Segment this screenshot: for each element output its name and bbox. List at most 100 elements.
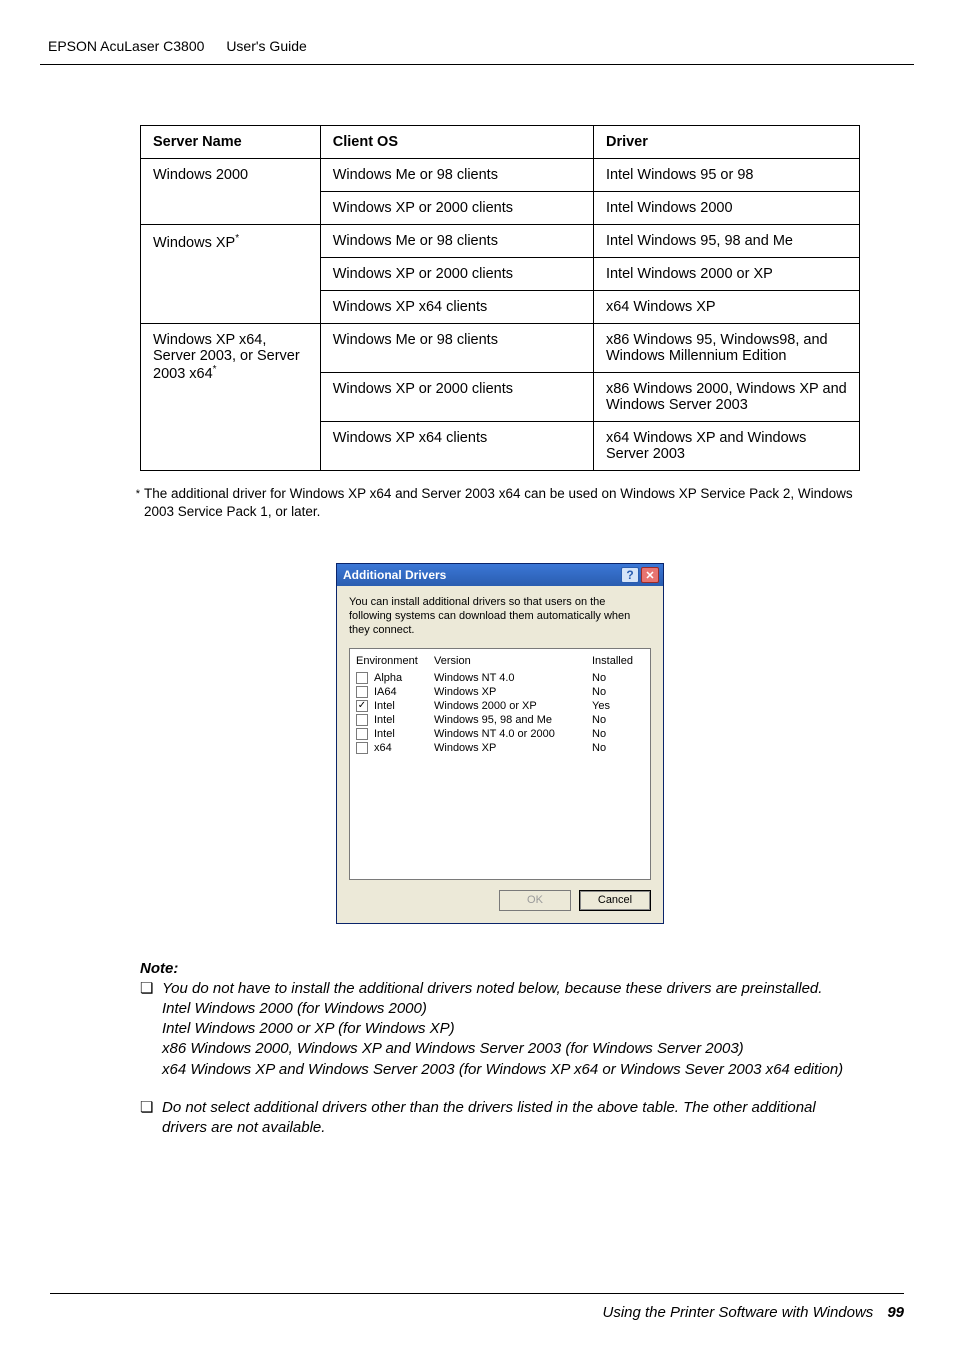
note-item: ❏Do not select additional drivers other … — [140, 1098, 860, 1139]
cell-version: Windows XP — [434, 742, 592, 754]
checkbox-icon[interactable] — [356, 686, 368, 698]
cell-client: Windows Me or 98 clients — [320, 159, 593, 192]
cell-installed: No — [592, 742, 644, 754]
page-number: 99 — [887, 1304, 904, 1321]
cell-version: Windows 95, 98 and Me — [434, 714, 592, 726]
cell-installed: No — [592, 714, 644, 726]
col-environment: Environment — [356, 655, 434, 667]
footer-row: Using the Printer Software with Windows … — [50, 1304, 904, 1321]
col-version: Version — [434, 655, 592, 667]
note-text: You do not have to install the additiona… — [162, 979, 860, 1080]
table-row: Windows XP* Windows Me or 98 clients Int… — [141, 225, 860, 258]
cell-driver: x64 Windows XP and Windows Server 2003 — [593, 422, 859, 471]
cell-client: Windows XP or 2000 clients — [320, 258, 593, 291]
note-text: Do not select additional drivers other t… — [162, 1098, 860, 1139]
cell-installed: No — [592, 728, 644, 740]
cell-environment: Intel — [374, 714, 434, 726]
cell-client: Windows XP or 2000 clients — [320, 373, 593, 422]
list-empty-space — [356, 755, 644, 873]
bullet-icon: ❏ — [140, 1098, 162, 1139]
content-area: Server Name Client OS Driver Windows 200… — [140, 125, 860, 1138]
page-header: EPSON AcuLaser C3800 User's Guide — [48, 38, 914, 54]
cell-version: Windows NT 4.0 or 2000 — [434, 728, 592, 740]
footer-section-title: Using the Printer Software with Windows — [603, 1304, 874, 1321]
list-rows: AlphaWindows NT 4.0NoIA64Windows XPNoInt… — [356, 671, 644, 755]
dialog-body: You can install additional drivers so th… — [337, 586, 663, 922]
list-item[interactable]: IntelWindows 2000 or XPYes — [356, 699, 644, 713]
ok-button[interactable]: OK — [499, 890, 571, 911]
page-footer: Using the Printer Software with Windows … — [0, 1293, 954, 1321]
cell-installed: Yes — [592, 700, 644, 712]
cell-driver: x86 Windows 95, Windows98, and Windows M… — [593, 324, 859, 373]
th-client-os: Client OS — [320, 126, 593, 159]
footer-rule — [50, 1293, 904, 1294]
cell-server: Windows XP x64, Server 2003, or Server 2… — [141, 324, 321, 471]
th-server-name: Server Name — [141, 126, 321, 159]
cell-client: Windows Me or 98 clients — [320, 324, 593, 373]
cell-driver: Intel Windows 2000 or XP — [593, 258, 859, 291]
note-item: ❏You do not have to install the addition… — [140, 979, 860, 1080]
dialog-title-text: Additional Drivers — [343, 568, 446, 582]
checkbox-icon[interactable] — [356, 714, 368, 726]
cell-client: Windows Me or 98 clients — [320, 225, 593, 258]
cell-client: Windows XP or 2000 clients — [320, 192, 593, 225]
list-item[interactable]: IntelWindows 95, 98 and MeNo — [356, 713, 644, 727]
header-rule — [40, 64, 914, 65]
dialog-buttons: OK Cancel — [349, 890, 651, 911]
cell-driver: Intel Windows 2000 — [593, 192, 859, 225]
list-header: Environment Version Installed — [356, 653, 644, 671]
table-footnote: * The additional driver for Windows XP x… — [140, 485, 860, 521]
cell-driver: Intel Windows 95 or 98 — [593, 159, 859, 192]
cell-environment: Alpha — [374, 672, 434, 684]
cell-client: Windows XP x64 clients — [320, 291, 593, 324]
cancel-button[interactable]: Cancel — [579, 890, 651, 911]
cell-environment: Intel — [374, 700, 434, 712]
dialog-figure: Additional Drivers ? ✕ You can install a… — [140, 563, 860, 923]
driver-listbox: Environment Version Installed AlphaWindo… — [349, 648, 651, 880]
table-row: Windows 2000 Windows Me or 98 clients In… — [141, 159, 860, 192]
cell-environment: Intel — [374, 728, 434, 740]
footnote-star-icon: * — [213, 364, 217, 375]
cell-driver: x64 Windows XP — [593, 291, 859, 324]
close-icon[interactable]: ✕ — [641, 567, 659, 583]
cell-server: Windows 2000 — [141, 159, 321, 225]
dialog-description: You can install additional drivers so th… — [349, 596, 651, 637]
table-row: Windows XP x64, Server 2003, or Server 2… — [141, 324, 860, 373]
list-item[interactable]: IA64Windows XPNo — [356, 685, 644, 699]
cell-driver: Intel Windows 95, 98 and Me — [593, 225, 859, 258]
footnote-star-icon: * — [235, 233, 239, 244]
cell-driver: x86 Windows 2000, Windows XP and Windows… — [593, 373, 859, 422]
cell-environment: x64 — [374, 742, 434, 754]
header-guide: User's Guide — [226, 38, 306, 54]
note-title: Note: — [140, 960, 860, 977]
cell-version: Windows XP — [434, 686, 592, 698]
dialog-titlebar: Additional Drivers ? ✕ — [337, 564, 663, 586]
cell-client: Windows XP x64 clients — [320, 422, 593, 471]
cell-version: Windows NT 4.0 — [434, 672, 592, 684]
note-block: Note: ❏You do not have to install the ad… — [140, 960, 860, 1139]
col-installed: Installed — [592, 655, 644, 667]
footnote-marker: * — [130, 485, 144, 521]
footnote-text: The additional driver for Windows XP x64… — [144, 485, 860, 521]
driver-compatibility-table: Server Name Client OS Driver Windows 200… — [140, 125, 860, 471]
list-item[interactable]: x64Windows XPNo — [356, 741, 644, 755]
page: EPSON AcuLaser C3800 User's Guide Server… — [0, 0, 954, 1351]
cell-installed: No — [592, 672, 644, 684]
list-item[interactable]: IntelWindows NT 4.0 or 2000No — [356, 727, 644, 741]
th-driver: Driver — [593, 126, 859, 159]
list-item[interactable]: AlphaWindows NT 4.0No — [356, 671, 644, 685]
bullet-icon: ❏ — [140, 979, 162, 1080]
additional-drivers-dialog: Additional Drivers ? ✕ You can install a… — [336, 563, 664, 923]
cell-installed: No — [592, 686, 644, 698]
dialog-titlebar-buttons: ? ✕ — [621, 567, 659, 583]
header-product: EPSON AcuLaser C3800 — [48, 38, 204, 54]
checkbox-icon[interactable] — [356, 700, 368, 712]
checkbox-icon[interactable] — [356, 728, 368, 740]
cell-server: Windows XP* — [141, 225, 321, 324]
checkbox-icon[interactable] — [356, 672, 368, 684]
cell-version: Windows 2000 or XP — [434, 700, 592, 712]
checkbox-icon[interactable] — [356, 742, 368, 754]
help-icon[interactable]: ? — [621, 567, 639, 583]
cell-environment: IA64 — [374, 686, 434, 698]
note-list: ❏You do not have to install the addition… — [140, 979, 860, 1139]
